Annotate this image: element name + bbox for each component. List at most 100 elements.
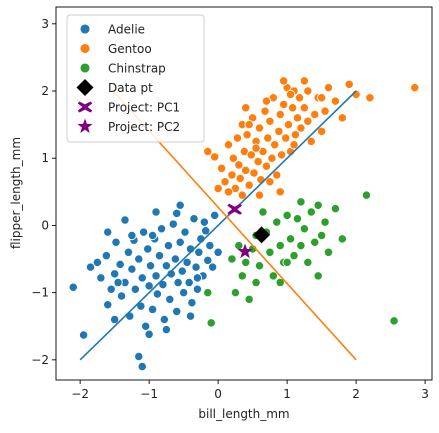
data-point	[185, 311, 196, 321]
data-point	[313, 271, 323, 281]
legend-marker	[77, 101, 93, 113]
x-tick-label: 2	[352, 387, 360, 401]
data-point	[191, 262, 201, 272]
data-point	[134, 351, 144, 362]
data-point	[187, 298, 197, 308]
data-point	[274, 126, 284, 136]
data-point	[134, 254, 144, 264]
data-point	[267, 153, 277, 163]
data-point	[330, 96, 341, 106]
data-point	[184, 277, 194, 288]
data-point	[254, 190, 265, 200]
data-point	[265, 116, 275, 126]
data-point	[161, 261, 172, 271]
legend-marker	[79, 43, 91, 54]
data-point	[282, 257, 292, 268]
data-point	[166, 269, 176, 279]
data-point	[272, 170, 282, 180]
x-tick-label: 1	[283, 387, 291, 401]
data-point	[123, 247, 134, 257]
data-point	[275, 240, 285, 251]
data-point	[192, 284, 203, 294]
data-point	[203, 287, 213, 298]
legend-label: Data pt	[108, 81, 153, 95]
legend: Adelie Gentoo Chinstrap Data pt Project: PC1…	[66, 14, 205, 143]
data-point	[316, 126, 327, 136]
pc-line-1	[79, 90, 357, 361]
data-point	[177, 266, 187, 276]
legend-entry: Gentoo	[79, 42, 152, 56]
data-point	[143, 244, 153, 254]
data-point	[223, 187, 234, 197]
legend-label: Project: PC1	[108, 101, 180, 115]
data-point	[254, 261, 265, 271]
data-point	[182, 257, 192, 268]
data-point	[235, 173, 245, 184]
data-point	[172, 208, 182, 218]
data-point	[285, 89, 296, 100]
y-axis-title: flipper_length_mm	[9, 137, 23, 249]
data-point	[389, 316, 399, 326]
data-point	[241, 165, 251, 175]
x-axis-title: bill_length_mm	[198, 407, 289, 421]
data-point	[68, 282, 78, 292]
data-point	[206, 318, 216, 328]
data-point	[130, 284, 140, 294]
data-point	[316, 93, 327, 103]
data-point	[279, 99, 289, 110]
data-point	[228, 153, 238, 163]
data-point	[201, 226, 211, 236]
data-point	[192, 273, 203, 283]
data-point	[232, 133, 243, 143]
data-point	[242, 130, 252, 140]
data-point	[330, 203, 341, 214]
data-point	[156, 224, 167, 234]
data-point	[152, 289, 163, 299]
y-tick-label: 1	[41, 151, 49, 165]
data-point	[168, 219, 178, 229]
data-point	[283, 119, 294, 130]
data-point	[163, 240, 174, 251]
data-point	[144, 329, 154, 339]
data-point	[251, 143, 261, 153]
data-point	[323, 247, 334, 257]
plot-area	[68, 76, 420, 372]
legend-label: Adelie	[108, 23, 145, 37]
data-point	[296, 197, 306, 207]
data-point	[292, 214, 303, 224]
legend-marker	[79, 62, 91, 74]
legend-label: Gentoo	[108, 42, 152, 56]
data-point	[296, 240, 306, 251]
data-point	[337, 113, 347, 123]
data-point	[320, 106, 330, 116]
data-point	[260, 106, 270, 116]
data-point	[276, 150, 287, 160]
data-point	[213, 247, 223, 257]
data-point	[151, 207, 161, 217]
data-point	[227, 254, 237, 264]
data-point	[275, 277, 285, 288]
data-point	[103, 227, 113, 237]
data-point	[268, 271, 278, 281]
data-point	[161, 324, 172, 335]
data-point	[92, 257, 103, 268]
data-point	[310, 109, 320, 120]
x-axis: −2 −1 0 1 2 3	[71, 380, 429, 401]
x-tick-label: 0	[214, 387, 222, 401]
legend-entry: Chinstrap	[79, 62, 166, 76]
data-point	[113, 277, 123, 288]
data-point	[145, 261, 156, 271]
data-point	[285, 234, 296, 244]
data-point	[159, 314, 169, 325]
data-point	[263, 133, 273, 143]
data-point	[234, 160, 244, 170]
data-point	[111, 237, 121, 247]
data-point	[313, 200, 323, 210]
data-point	[249, 168, 259, 178]
data-point	[178, 287, 189, 298]
plot-frame	[55, 6, 433, 381]
data-point	[320, 217, 330, 227]
data-point	[227, 170, 237, 180]
data-point	[165, 294, 175, 305]
data-point	[234, 240, 244, 251]
